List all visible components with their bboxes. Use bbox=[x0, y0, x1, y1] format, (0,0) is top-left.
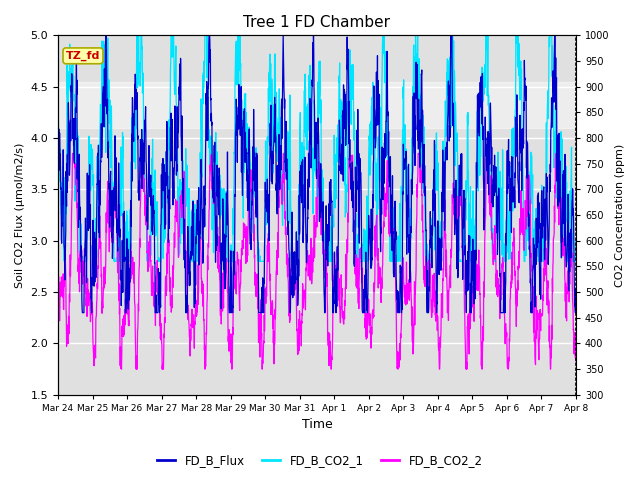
FD_B_CO2_1 bbox=[54, 124, 62, 130]
FD_B_Flux bbox=[79, 310, 86, 315]
X-axis label: Time: Time bbox=[301, 419, 332, 432]
FD_B_Flux bbox=[81, 252, 88, 258]
FD_B_CO2_1 bbox=[463, 197, 470, 203]
Line: FD_B_CO2_1: FD_B_CO2_1 bbox=[58, 36, 576, 261]
Y-axis label: Soil CO2 Flux (μmol/m2/s): Soil CO2 Flux (μmol/m2/s) bbox=[15, 143, 25, 288]
FD_B_CO2_1 bbox=[292, 258, 300, 264]
Text: TZ_fd: TZ_fd bbox=[66, 51, 100, 61]
Bar bbox=[58, 82, 576, 128]
Title: Tree 1 FD Chamber: Tree 1 FD Chamber bbox=[243, 15, 390, 30]
FD_B_CO2_2 bbox=[463, 366, 470, 372]
FD_B_Flux bbox=[54, 165, 62, 171]
FD_B_CO2_1 bbox=[307, 95, 314, 101]
FD_B_Flux bbox=[102, 33, 110, 38]
Line: FD_B_CO2_2: FD_B_CO2_2 bbox=[58, 154, 576, 369]
FD_B_Flux bbox=[557, 240, 565, 245]
FD_B_CO2_1 bbox=[81, 258, 88, 264]
FD_B_CO2_2 bbox=[118, 366, 125, 372]
FD_B_CO2_2 bbox=[81, 255, 88, 261]
FD_B_CO2_2 bbox=[572, 358, 580, 364]
FD_B_CO2_1 bbox=[60, 258, 68, 264]
FD_B_CO2_2 bbox=[54, 276, 62, 281]
FD_B_CO2_1 bbox=[557, 169, 565, 175]
FD_B_CO2_1 bbox=[557, 206, 565, 212]
FD_B_CO2_1 bbox=[572, 253, 580, 259]
FD_B_CO2_1 bbox=[133, 33, 141, 38]
Line: FD_B_Flux: FD_B_Flux bbox=[58, 36, 576, 312]
Y-axis label: CO2 Concentration (ppm): CO2 Concentration (ppm) bbox=[615, 144, 625, 287]
FD_B_Flux bbox=[572, 291, 580, 297]
FD_B_Flux bbox=[307, 110, 314, 116]
FD_B_Flux bbox=[557, 255, 565, 261]
FD_B_CO2_2 bbox=[557, 210, 565, 216]
FD_B_Flux bbox=[463, 310, 470, 315]
FD_B_Flux bbox=[292, 261, 300, 267]
FD_B_CO2_2 bbox=[292, 321, 300, 327]
FD_B_CO2_2 bbox=[307, 267, 314, 273]
Legend: FD_B_Flux, FD_B_CO2_1, FD_B_CO2_2: FD_B_Flux, FD_B_CO2_1, FD_B_CO2_2 bbox=[153, 449, 487, 472]
FD_B_CO2_2 bbox=[557, 233, 565, 239]
FD_B_CO2_2 bbox=[68, 151, 76, 156]
